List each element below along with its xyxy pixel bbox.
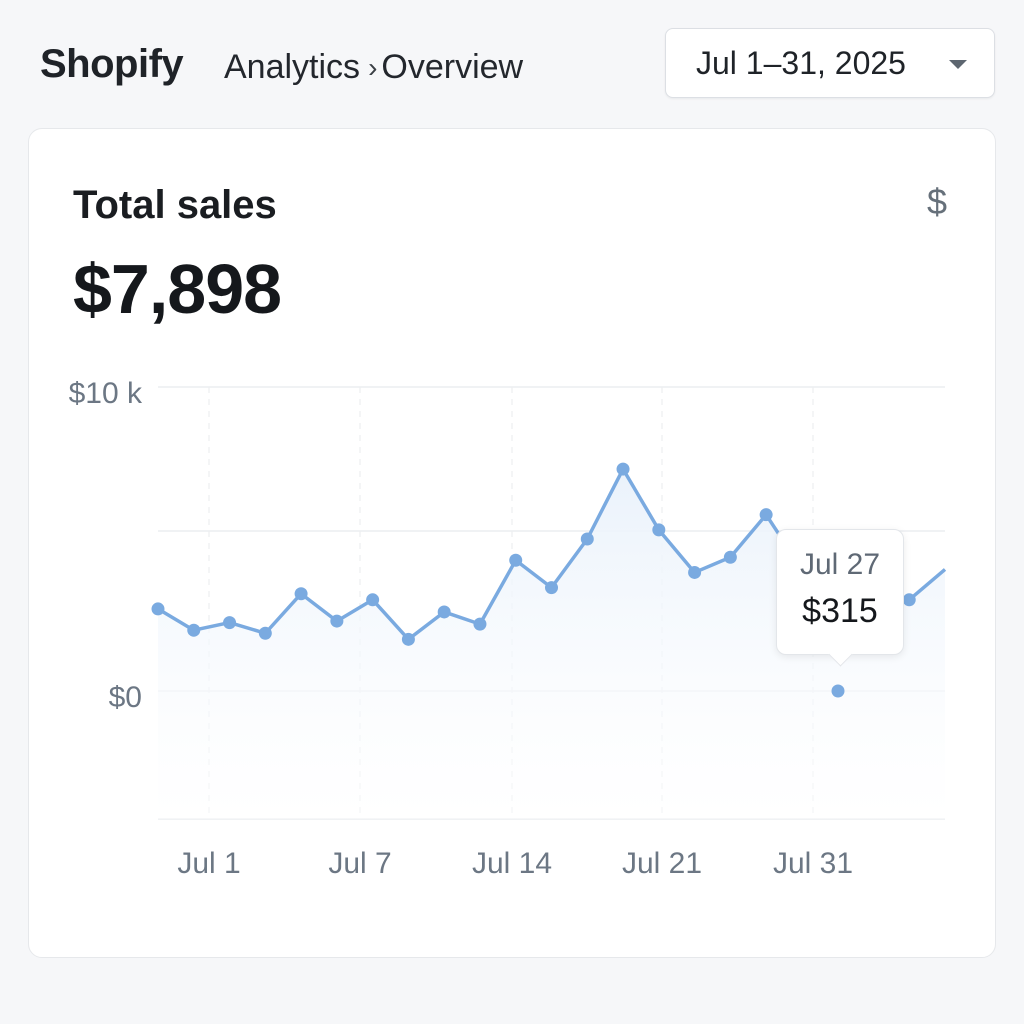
chart-data-point[interactable] [294,587,308,601]
chart-data-point[interactable] [616,462,630,476]
breadcrumb-analytics[interactable]: Analytics [224,48,361,86]
tooltip-value: $315 [802,592,878,630]
chevron-right-icon: › [368,51,378,83]
chart-data-point[interactable] [223,616,237,630]
chart-data-point[interactable] [688,565,702,579]
caret-down-icon [949,60,967,69]
chart-axis-labels: $10 k $0 Jul 1 Jul 7 Jul 14 Jul 21 Jul 31 [69,377,853,880]
chart-data-point[interactable] [759,508,773,522]
chart-data-point[interactable] [902,593,916,607]
breadcrumb: Analytics › Overview [224,48,523,87]
card-title: Total sales [73,183,277,227]
x-axis-label: Jul 7 [328,847,391,880]
chart-data-point[interactable] [437,605,451,619]
chart-data-point[interactable] [151,602,165,616]
chart-data-point[interactable] [580,532,594,546]
brand-logo[interactable]: Shopify [40,42,184,86]
date-range-label: Jul 1–31, 2025 [696,44,906,81]
currency-icon[interactable]: $ [926,181,947,222]
chart-data-point[interactable] [366,593,380,607]
chart-data-point[interactable] [723,550,737,564]
chart-data-point[interactable] [187,623,201,637]
x-axis-label: Jul 14 [472,847,552,880]
chart-data-point[interactable] [330,614,344,628]
total-sales-value: $7,898 [73,250,282,328]
x-axis-label: Jul 1 [177,847,240,880]
highlighted-data-point[interactable] [831,684,845,698]
chart-data-point[interactable] [258,626,272,640]
breadcrumb-overview: Overview [381,48,524,86]
chart-data-point[interactable] [545,581,558,595]
chart-data-point[interactable] [652,523,666,537]
chart-series-line [908,568,947,602]
x-axis-label: Jul 31 [773,847,853,880]
chart-area [158,469,945,819]
x-axis-label: Jul 21 [622,847,702,880]
chart-data-point[interactable] [401,632,415,646]
chart-tooltip: Jul 27 $315 [776,529,904,655]
date-range-picker[interactable]: Jul 1–31, 2025 [665,28,995,98]
tooltip-date: Jul 27 [799,548,881,581]
y-axis-label: $10 k [69,377,143,410]
chart-area-fill [158,469,945,819]
y-axis-label: $0 [109,681,142,714]
chart-data-point[interactable] [473,617,487,631]
chart-data-point[interactable] [509,553,523,567]
